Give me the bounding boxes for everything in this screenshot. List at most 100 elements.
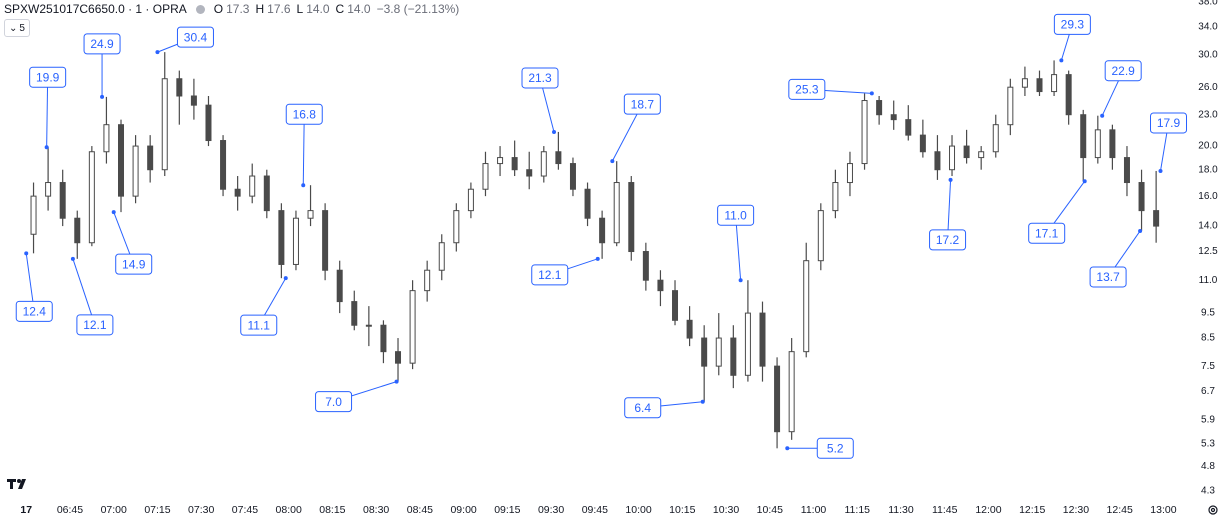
candle-body xyxy=(949,145,956,171)
annotation-label: 18.7 xyxy=(631,97,655,111)
annotation-point xyxy=(394,379,399,384)
annotation-label: 19.9 xyxy=(36,70,60,84)
candle-body xyxy=(336,269,343,303)
y-tick-label: 8.5 xyxy=(1201,333,1215,344)
candle-body xyxy=(190,95,197,106)
x-tick-label: 17 xyxy=(20,504,32,516)
annotation-label: 5.2 xyxy=(827,441,844,455)
x-tick-label: 11:45 xyxy=(932,504,958,516)
y-tick-label: 6.7 xyxy=(1201,386,1215,397)
interval-button[interactable]: ⌄ 5 xyxy=(4,19,30,37)
annotation-point xyxy=(44,145,49,150)
y-tick-label: 18.0 xyxy=(1198,164,1218,175)
x-tick-label: 11:00 xyxy=(801,504,827,516)
ohlc-value: 14.0 xyxy=(347,2,371,16)
annotation-point xyxy=(700,399,705,404)
candle-body xyxy=(744,312,751,376)
annotation-point xyxy=(1059,58,1064,63)
annotation-point xyxy=(595,256,600,261)
annotation-point xyxy=(155,50,160,55)
annotation-label: 11.1 xyxy=(248,318,271,332)
candle-body xyxy=(30,195,37,235)
x-tick-label: 11:30 xyxy=(888,504,914,516)
candle-body xyxy=(220,140,227,190)
candle-body xyxy=(613,182,620,244)
candle-body xyxy=(963,145,970,159)
x-tick-label: 11:15 xyxy=(845,504,871,516)
x-tick-label: 09:45 xyxy=(582,504,608,516)
candle-body xyxy=(482,163,489,190)
x-tick-label: 09:00 xyxy=(450,504,476,516)
candle-body xyxy=(599,217,606,244)
x-tick-label: 10:30 xyxy=(713,504,739,516)
settings-icon[interactable] xyxy=(1208,505,1218,515)
annotation-label: 14.9 xyxy=(122,257,146,271)
annotation-box xyxy=(623,93,661,115)
change: −3.8 (−21.13%) xyxy=(376,2,460,16)
candle-body xyxy=(511,157,518,171)
x-tick-label: 12:15 xyxy=(1019,504,1045,516)
chevron: ⌄ xyxy=(9,22,18,34)
candle-body xyxy=(905,119,912,136)
candle-body xyxy=(526,169,533,177)
annotation-label: 24.9 xyxy=(90,37,114,51)
annotation-label: 22.9 xyxy=(1112,64,1136,78)
annotation-point xyxy=(1100,113,1105,118)
annotation-label: 17.9 xyxy=(1157,116,1181,130)
candle-body xyxy=(890,114,897,121)
annotation-box xyxy=(521,67,559,89)
candle-body xyxy=(88,151,95,244)
y-tick-label: 38.0 xyxy=(1198,0,1218,8)
annotation-point xyxy=(111,210,116,215)
candle-body xyxy=(351,301,358,326)
annotation-label: 25.3 xyxy=(795,82,819,96)
annotation-box xyxy=(717,204,755,226)
x-tick-label: 12:45 xyxy=(1107,504,1133,516)
candle-body xyxy=(934,151,941,171)
candle-body xyxy=(540,151,547,177)
candle-body xyxy=(1153,210,1160,227)
candle-body xyxy=(555,151,562,165)
candle-body xyxy=(234,188,241,197)
annotation-label: 21.3 xyxy=(528,71,552,85)
annotation-point xyxy=(869,91,874,96)
annotation-point xyxy=(70,256,75,261)
x-tick-label: 09:15 xyxy=(494,504,520,516)
candle-body xyxy=(817,210,824,262)
annotation-box xyxy=(115,253,153,275)
annotation-box xyxy=(240,314,278,336)
candle-body xyxy=(205,104,212,142)
candle-body xyxy=(642,251,649,281)
annotation-label: 6.4 xyxy=(634,401,651,415)
x-tick-label: 07:15 xyxy=(144,504,170,516)
annotation-label: 13.7 xyxy=(1096,270,1120,284)
candle-body xyxy=(861,100,868,165)
annotation-point xyxy=(610,159,615,164)
annotation-label: 12.1 xyxy=(83,318,107,332)
annotation-box xyxy=(1150,112,1188,134)
candle-body xyxy=(715,337,722,367)
candle-body xyxy=(1080,114,1087,159)
x-tick-label: 09:30 xyxy=(538,504,564,516)
annotation-point xyxy=(24,251,29,256)
ohlc-letter: H xyxy=(255,2,265,16)
annotation-point xyxy=(1158,168,1163,173)
ohlc-value: 14.0 xyxy=(306,2,330,16)
x-tick-label: 07:00 xyxy=(101,504,127,516)
candle-body xyxy=(1021,78,1028,88)
candle-body xyxy=(497,157,504,165)
annotation-box xyxy=(531,264,569,286)
annotation-label: 30.4 xyxy=(184,30,208,44)
candles xyxy=(30,52,1160,449)
candle-body xyxy=(1051,74,1058,93)
status-dot xyxy=(195,4,205,14)
candle-body xyxy=(45,182,52,197)
annotation-box xyxy=(1028,222,1066,244)
candle-body xyxy=(846,163,853,184)
candle-body xyxy=(569,163,576,190)
candle-body xyxy=(803,260,810,353)
y-tick-label: 4.8 xyxy=(1201,461,1215,472)
annotation-label: 17.2 xyxy=(936,233,960,247)
annotation-box xyxy=(1104,60,1142,82)
y-tick-label: 9.5 xyxy=(1201,308,1215,319)
